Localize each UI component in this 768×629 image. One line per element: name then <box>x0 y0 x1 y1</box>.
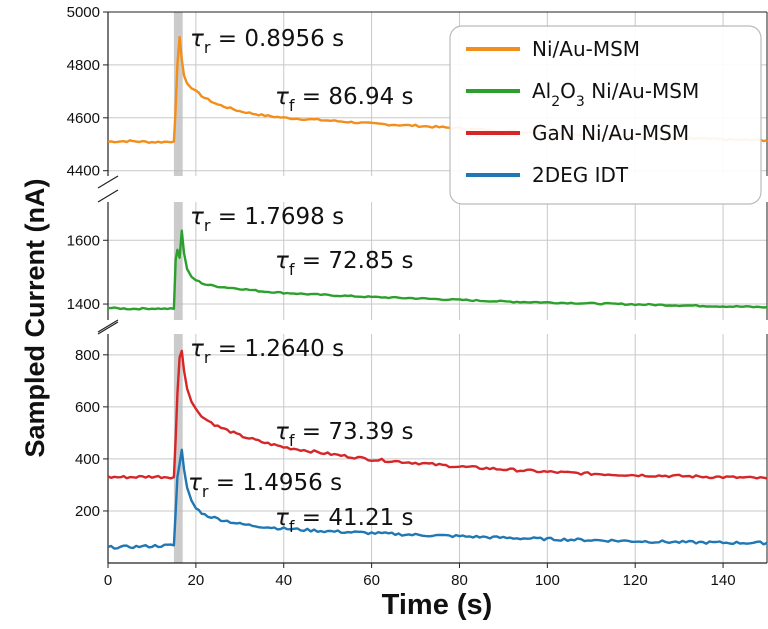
legend-label: Ni/Au-MSM <box>532 37 640 61</box>
y-tick-label: 600 <box>75 399 100 416</box>
x-tick-label: 0 <box>104 572 112 589</box>
light-pulse-band <box>173 334 183 563</box>
x-tick-label: 80 <box>451 572 468 589</box>
y-tick-label: 1400 <box>67 296 100 313</box>
series-line <box>108 229 768 311</box>
y-tick-label: 4800 <box>67 57 100 74</box>
axis-break-mark <box>97 175 119 189</box>
x-tick-label: 60 <box>363 572 380 589</box>
series-line <box>107 448 768 550</box>
y-axis-label: Sampled Current (nA) <box>20 178 50 457</box>
y-tick-label: 400 <box>75 451 100 468</box>
time-constant-label: τf = 41.21 s <box>275 505 414 536</box>
x-tick-label: 120 <box>623 572 648 589</box>
x-tick-label: 40 <box>275 572 292 589</box>
y-tick-label: 1600 <box>67 232 100 249</box>
time-constant-label: τr = 1.4956 s <box>188 470 342 501</box>
light-pulse-band <box>173 202 183 320</box>
time-constant-label: τr = 1.7698 s <box>190 204 344 235</box>
panel-middle: 1400 1600 <box>67 202 768 320</box>
annotations: τr = 0.8956 s τf = 86.94 s τr = 1.7698 s τf… <box>188 26 414 536</box>
x-axis: 0 20 40 60 80 100 120 140 <box>104 563 736 589</box>
axis-break-mark <box>97 321 119 335</box>
y-tick-label: 5000 <box>67 4 100 21</box>
light-pulse-band <box>173 12 183 176</box>
series-line <box>107 349 768 480</box>
x-axis-label: Time (s) <box>382 589 493 621</box>
time-constant-label: τr = 0.8956 s <box>190 26 344 57</box>
y-tick-label: 800 <box>75 347 100 364</box>
y-tick-label: 200 <box>75 503 100 520</box>
x-tick-label: 140 <box>711 572 736 589</box>
time-constant-label: τr = 1.2640 s <box>190 336 344 367</box>
time-constant-label: τf = 86.94 s <box>275 84 414 115</box>
y-tick-label: 4400 <box>67 163 100 180</box>
panel-bottom: 200 400 600 800 <box>75 334 768 564</box>
y-tick-label: 4600 <box>67 110 100 127</box>
x-tick-label: 100 <box>535 572 560 589</box>
legend-label: GaN Ni/Au-MSM <box>532 121 689 145</box>
axis-break-mark <box>97 189 119 203</box>
axis-break-mark <box>97 319 119 333</box>
time-constant-label: τf = 72.85 s <box>275 248 414 279</box>
legend-label: 2DEG IDT <box>532 163 629 187</box>
x-tick-label: 20 <box>188 572 205 589</box>
time-constant-label: τf = 73.39 s <box>275 419 414 450</box>
legend-box <box>449 25 762 205</box>
